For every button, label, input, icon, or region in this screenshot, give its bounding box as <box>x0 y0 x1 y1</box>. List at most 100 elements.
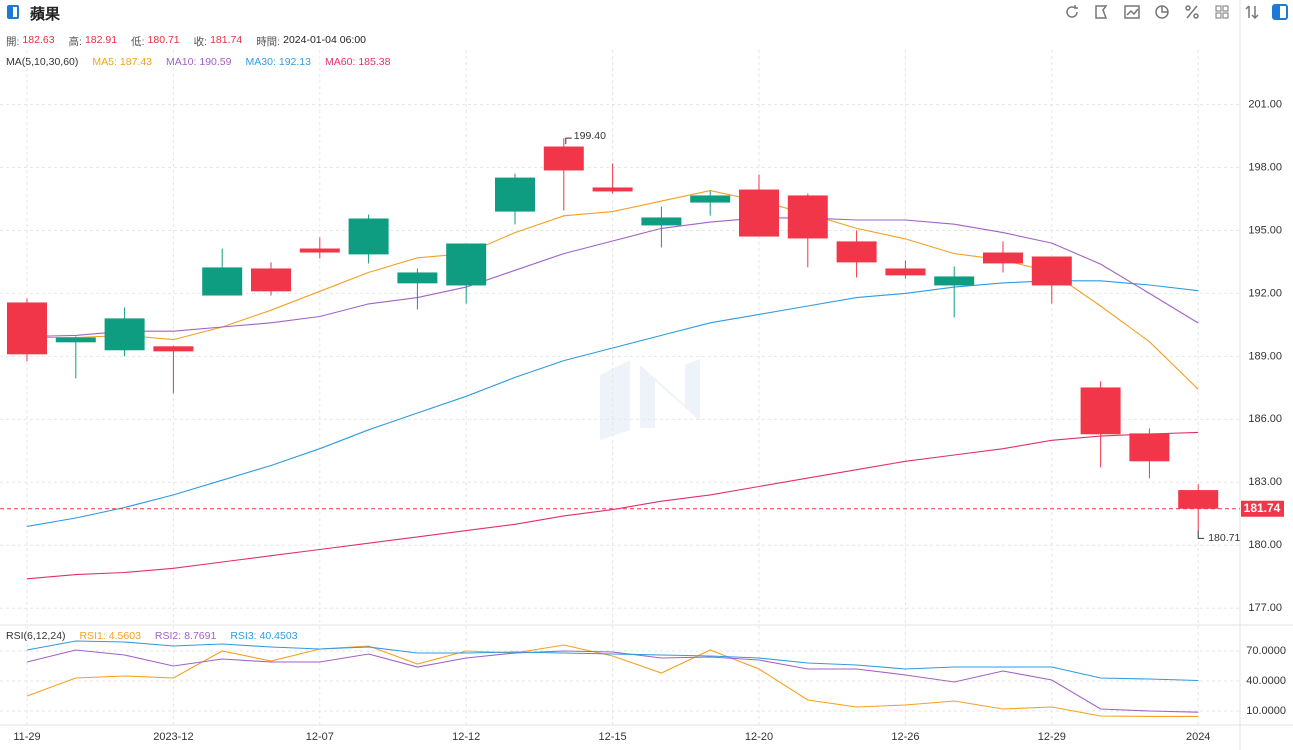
y-tick-label: 70.0000 <box>1246 645 1286 657</box>
y-tick-label: 183.00 <box>1248 476 1282 488</box>
info-item: 時間: 2024-01-04 06:00 <box>256 34 366 49</box>
legend-item: MA10: 190.59 <box>166 56 231 68</box>
legend-item: MA60: 185.38 <box>325 56 390 68</box>
candle-body <box>1178 490 1219 509</box>
info-value: 181.74 <box>210 34 243 46</box>
candle-body <box>348 218 389 255</box>
y-tick-label: 201.00 <box>1248 98 1282 110</box>
high-marker-arrow <box>565 137 572 145</box>
legend-item: RSI1: 4.5603 <box>80 630 141 642</box>
legend-value: 4.5603 <box>108 630 141 642</box>
x-tick-label: 2024 <box>1186 731 1210 743</box>
x-tick-label: 12-26 <box>891 731 919 743</box>
info-label: 時間: <box>256 36 281 48</box>
indicator-label: MA(5,10,30,60) <box>6 56 79 68</box>
sort-button[interactable] <box>1243 3 1261 21</box>
legend-name: MA30: <box>245 56 276 68</box>
candle-body <box>836 241 877 263</box>
info-label: 收: <box>193 36 208 48</box>
stock-title: 蘋果 <box>30 6 61 23</box>
candle-body <box>543 146 584 171</box>
candle-body <box>1031 256 1072 286</box>
info-value: 2024-01-04 06:00 <box>283 34 367 46</box>
low-marker-arrow <box>1197 530 1205 539</box>
y-tick-label: 177.00 <box>1248 602 1282 614</box>
candle-body <box>690 195 731 203</box>
candle-body <box>787 195 828 239</box>
indicator-line <box>26 280 1199 527</box>
candle-body <box>983 252 1023 264</box>
candle-body <box>104 318 145 351</box>
candle-body <box>299 248 340 253</box>
x-tick-label: 11-29 <box>13 731 40 743</box>
candle-body <box>55 337 96 343</box>
y-tick-label: 198.00 <box>1248 161 1282 173</box>
percent-button[interactable] <box>1183 3 1201 21</box>
y-tick-label: 195.00 <box>1248 224 1282 236</box>
candle-body <box>592 187 633 192</box>
ma-legend: MA(5,10,30,60) MA5: 187.43 MA10: 190.59 MA30:… <box>6 56 398 68</box>
panel-button[interactable] <box>1271 3 1289 21</box>
y-tick-label: 186.00 <box>1248 413 1282 425</box>
x-tick-label: 12-12 <box>452 731 480 743</box>
candle-body <box>739 189 779 237</box>
x-tick-label: 12-29 <box>1038 731 1066 743</box>
legend-item: MA5: 187.43 <box>92 56 152 68</box>
y-tick-label: 192.00 <box>1248 287 1282 299</box>
info-item: 高: 182.91 <box>69 34 118 49</box>
legend-name: MA10: <box>166 56 197 68</box>
candle-body <box>7 302 47 355</box>
info-item: 低: 180.71 <box>131 34 180 49</box>
watermark <box>600 359 700 440</box>
info-label: 高: <box>68 36 82 48</box>
last-price-label: 181.74 <box>1244 501 1281 515</box>
y-tick-label: 10.0000 <box>1246 705 1286 717</box>
legend-value: 185.38 <box>358 56 391 68</box>
x-tick-label: 2023-12 <box>153 731 193 743</box>
rsi-legend: RSI(6,12,24) RSI1: 4.5603 RSI2: 8.7691 RSI3: 4… <box>6 630 306 642</box>
ohlc-info: 開: 182.63 高: 182.91 低: 180.71 收: 181.74 時間: 2024-… <box>6 34 374 49</box>
candle-body <box>202 267 243 296</box>
legend-value: 187.43 <box>119 56 153 68</box>
indicator-line <box>26 649 1199 713</box>
info-value: 180.71 <box>147 34 180 46</box>
legend-name: MA60: <box>324 56 356 68</box>
y-tick-label: 189.00 <box>1248 350 1282 362</box>
chart-type-button[interactable] <box>1123 3 1141 21</box>
legend-name: RSI1: <box>79 630 106 642</box>
pie-button[interactable] <box>1153 3 1171 21</box>
layout-button[interactable] <box>1213 3 1231 21</box>
x-tick-label: 12-07 <box>306 731 334 743</box>
indicator-line <box>26 640 1199 682</box>
low-marker-label: 180.71 <box>1208 532 1240 544</box>
legend-value: 8.7691 <box>184 630 217 642</box>
info-item: 收: 181.74 <box>194 34 243 49</box>
info-label: 開: <box>6 36 20 48</box>
legend-name: RSI3: <box>230 630 257 642</box>
legend-item: RSI2: 8.7691 <box>155 630 216 642</box>
candle-body <box>1080 387 1121 435</box>
info-item: 開: 182.63 <box>6 34 55 49</box>
legend-value: 190.59 <box>199 56 232 68</box>
legend-value: 40.4503 <box>259 630 298 642</box>
legend-value: 192.13 <box>278 56 311 68</box>
candle-body <box>934 276 975 286</box>
last-price-box <box>1241 500 1284 517</box>
candle-body <box>495 177 535 212</box>
legend-item: RSI3: 40.4503 <box>230 630 297 642</box>
indicator-line <box>26 431 1199 580</box>
y-tick-label: 180.00 <box>1248 539 1282 551</box>
legend-name: RSI2: <box>154 630 182 642</box>
candle-body <box>397 272 438 284</box>
indicator-label: RSI(6,12,24) <box>6 630 66 642</box>
indicator-line <box>26 217 1199 338</box>
refresh-button[interactable] <box>1063 3 1081 21</box>
stock-icon <box>7 5 19 19</box>
info-value: 182.63 <box>22 34 55 46</box>
draw-button[interactable] <box>1093 3 1111 21</box>
high-marker-label: 199.40 <box>574 130 606 142</box>
candle-body <box>1129 433 1170 462</box>
candle-body <box>153 346 194 352</box>
